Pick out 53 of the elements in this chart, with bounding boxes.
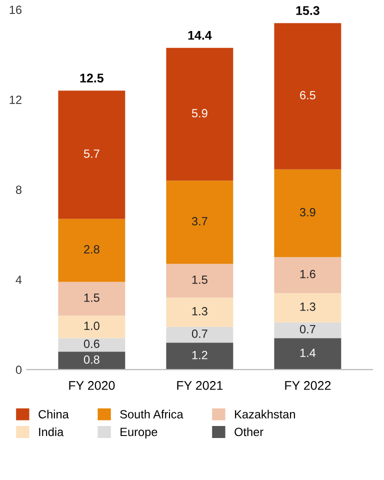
data-label: 0.6 — [84, 340, 100, 348]
bar — [58, 338, 126, 352]
legend-label: India — [39, 427, 64, 436]
bar — [274, 257, 342, 294]
x-tick-label: FY 2022 — [285, 381, 331, 390]
data-label: 3.9 — [300, 208, 316, 216]
bar — [166, 264, 234, 298]
data-label: 3.7 — [192, 217, 208, 226]
data-label: 1.0 — [84, 322, 100, 330]
bar — [274, 293, 342, 322]
bar — [58, 90, 126, 219]
data-label: 5.9 — [192, 109, 208, 118]
bar — [274, 169, 342, 258]
data-label: 1.5 — [192, 276, 208, 284]
legend-label: China — [38, 410, 69, 418]
y-tick-label: 8 — [16, 186, 22, 194]
bar — [166, 180, 234, 264]
bar — [58, 282, 126, 316]
total-label: 14.4 — [188, 31, 212, 40]
legend-label: South Africa — [120, 410, 184, 418]
y-tick-label: 12 — [10, 96, 22, 104]
data-label: 0.7 — [300, 325, 316, 334]
total-label: 15.3 — [296, 6, 320, 16]
total-label: 12.5 — [80, 74, 104, 83]
data-label: 1.3 — [300, 302, 316, 311]
legend-label: Kazakhstan — [235, 410, 295, 418]
data-label: 1.3 — [192, 307, 208, 316]
bar — [274, 322, 342, 338]
legend-label: Europe — [120, 428, 158, 438]
data-label: 5.7 — [84, 150, 100, 158]
data-label: 1.4 — [300, 348, 316, 357]
legend-label: Other — [234, 427, 264, 436]
bar — [58, 218, 126, 282]
bar — [58, 316, 126, 338]
bar — [166, 48, 234, 181]
y-tick-label: 4 — [16, 276, 22, 284]
bar — [274, 23, 342, 170]
bar — [166, 326, 234, 343]
data-label: 0.7 — [192, 330, 208, 338]
data-label: 2.8 — [84, 245, 100, 254]
data-label: 1.5 — [84, 294, 100, 302]
bar — [166, 342, 234, 370]
x-tick-label: FY 2021 — [177, 381, 223, 390]
data-label: 1.6 — [300, 270, 316, 278]
data-label: 6.5 — [300, 91, 316, 100]
bar — [274, 338, 342, 370]
y-tick-label: 0 — [16, 366, 22, 374]
bar — [166, 298, 234, 327]
bar — [58, 352, 126, 370]
y-tick-label: 16 — [10, 6, 22, 14]
x-tick-label: FY 2020 — [69, 381, 115, 390]
data-label: 1.2 — [192, 350, 208, 360]
data-label: 0.8 — [84, 355, 100, 364]
